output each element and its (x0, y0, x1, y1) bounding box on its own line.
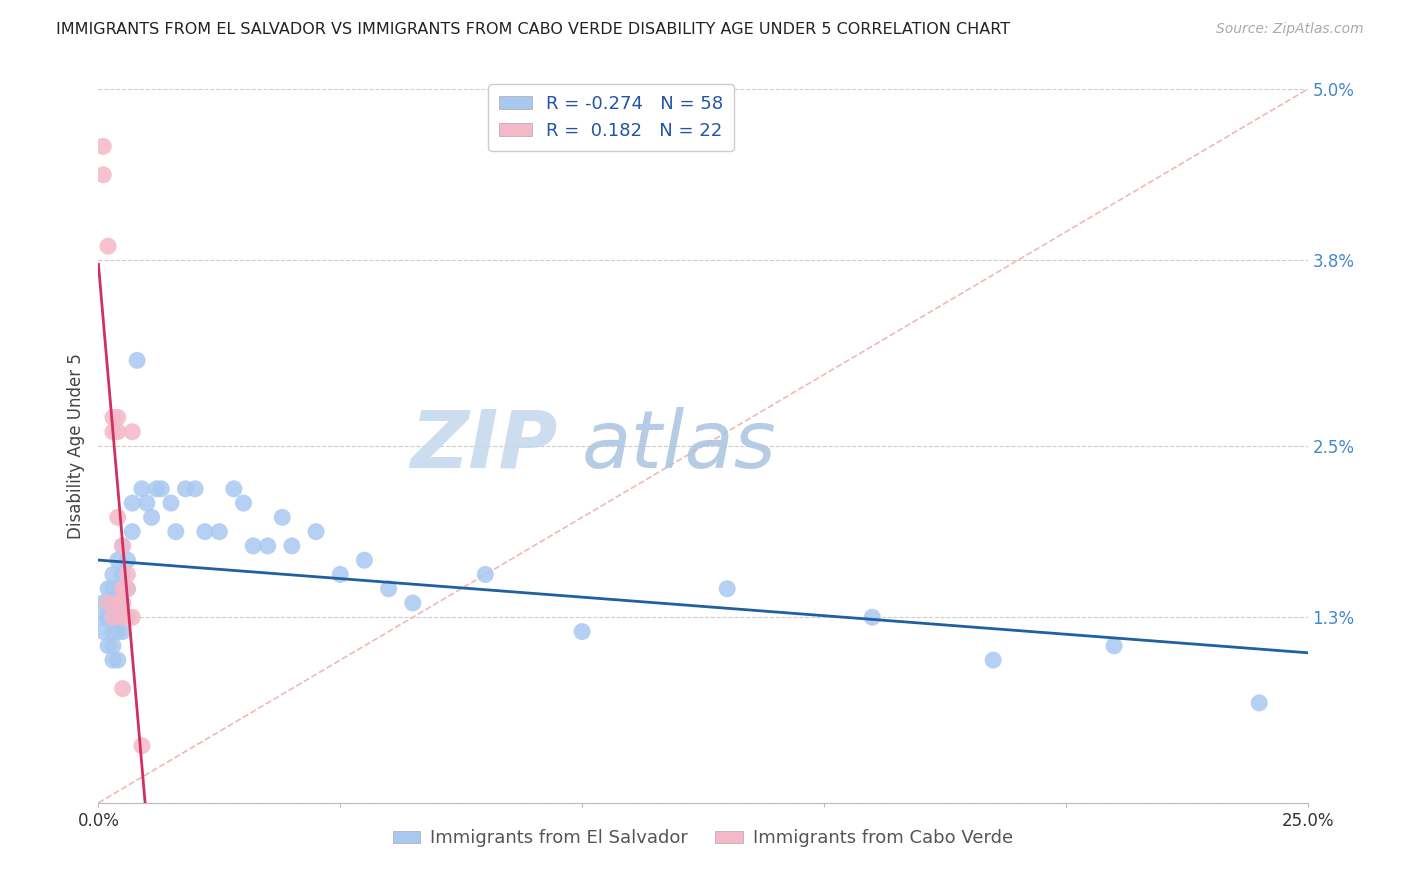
Point (117, 582, 139, 596)
Point (121, 496, 143, 510)
Point (474, 567, 496, 582)
Point (101, 610, 124, 624)
Point (101, 425, 124, 439)
Point (101, 582, 124, 596)
Point (101, 653, 124, 667)
Point (107, 596, 129, 610)
Point (107, 596, 129, 610)
Point (101, 610, 124, 624)
Text: IMMIGRANTS FROM EL SALVADOR VS IMMIGRANTS FROM CABO VERDE DISABILITY AGE UNDER 5: IMMIGRANTS FROM EL SALVADOR VS IMMIGRANT… (56, 22, 1011, 37)
Point (107, 653, 129, 667)
Point (117, 553, 139, 567)
Point (145, 482, 167, 496)
Point (194, 524, 217, 539)
Point (242, 539, 264, 553)
Point (111, 582, 134, 596)
Point (127, 353, 149, 368)
Point (271, 510, 294, 524)
Point (91, 624, 114, 639)
Point (305, 524, 328, 539)
Point (111, 596, 134, 610)
Text: ZIP: ZIP (411, 407, 558, 485)
Point (107, 624, 129, 639)
Point (571, 624, 593, 639)
Point (101, 639, 124, 653)
Point (97, 610, 120, 624)
Y-axis label: Disability Age Under 5: Disability Age Under 5 (66, 353, 84, 539)
Point (860, 610, 883, 624)
Point (107, 410, 129, 425)
Point (107, 610, 129, 624)
Point (121, 425, 143, 439)
Point (377, 582, 399, 596)
Point (101, 596, 124, 610)
Point (101, 410, 124, 425)
Point (97, 639, 120, 653)
Point (111, 610, 134, 624)
Point (402, 596, 425, 610)
Point (121, 610, 143, 624)
Point (107, 425, 129, 439)
Point (91, 596, 114, 610)
Point (91, 168, 114, 182)
Point (117, 567, 139, 582)
Point (131, 739, 153, 753)
Text: Source: ZipAtlas.com: Source: ZipAtlas.com (1216, 22, 1364, 37)
Point (1249, 696, 1271, 710)
Point (91, 139, 114, 153)
Point (1102, 639, 1125, 653)
Point (107, 510, 129, 524)
Point (111, 539, 134, 553)
Point (101, 624, 124, 639)
Point (208, 524, 231, 539)
Point (121, 524, 143, 539)
Point (222, 482, 245, 496)
Point (165, 524, 187, 539)
Point (111, 567, 134, 582)
Point (353, 553, 375, 567)
Point (232, 496, 254, 510)
Point (111, 681, 134, 696)
Text: atlas: atlas (582, 407, 778, 485)
Point (111, 539, 134, 553)
Point (150, 482, 173, 496)
Point (981, 653, 1004, 667)
Point (101, 567, 124, 582)
Point (160, 496, 183, 510)
Point (141, 510, 163, 524)
Point (716, 582, 738, 596)
Point (111, 624, 134, 639)
Point (97, 239, 120, 253)
Point (117, 610, 139, 624)
Point (135, 496, 157, 510)
Point (281, 539, 304, 553)
Point (107, 553, 129, 567)
Point (117, 582, 139, 596)
Point (131, 482, 153, 496)
Legend: Immigrants from El Salvador, Immigrants from Cabo Verde: Immigrants from El Salvador, Immigrants … (385, 822, 1021, 855)
Point (91, 610, 114, 624)
Point (174, 482, 197, 496)
Point (184, 482, 207, 496)
Point (107, 582, 129, 596)
Point (111, 596, 134, 610)
Point (256, 539, 278, 553)
Point (97, 596, 120, 610)
Point (97, 596, 120, 610)
Point (97, 582, 120, 596)
Point (329, 567, 352, 582)
